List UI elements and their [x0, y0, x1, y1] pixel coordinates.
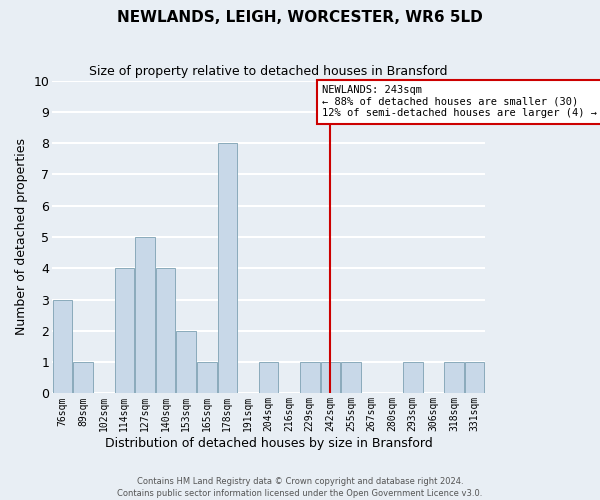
Bar: [341, 362, 361, 394]
Y-axis label: Number of detached properties: Number of detached properties: [15, 138, 28, 336]
Bar: [218, 143, 237, 394]
Bar: [73, 362, 93, 394]
Bar: [320, 362, 340, 394]
Bar: [176, 331, 196, 394]
Bar: [259, 362, 278, 394]
Text: Contains HM Land Registry data © Crown copyright and database right 2024.
Contai: Contains HM Land Registry data © Crown c…: [118, 476, 482, 498]
Bar: [300, 362, 320, 394]
Bar: [156, 268, 175, 394]
Bar: [53, 300, 72, 394]
X-axis label: Distribution of detached houses by size in Bransford: Distribution of detached houses by size …: [104, 437, 433, 450]
Title: Size of property relative to detached houses in Bransford: Size of property relative to detached ho…: [89, 65, 448, 78]
Text: NEWLANDS, LEIGH, WORCESTER, WR6 5LD: NEWLANDS, LEIGH, WORCESTER, WR6 5LD: [117, 10, 483, 25]
Bar: [115, 268, 134, 394]
Bar: [465, 362, 484, 394]
Bar: [403, 362, 422, 394]
Text: NEWLANDS: 243sqm
← 88% of detached houses are smaller (30)
12% of semi-detached : NEWLANDS: 243sqm ← 88% of detached house…: [322, 85, 597, 118]
Bar: [135, 237, 155, 394]
Bar: [444, 362, 464, 394]
Bar: [197, 362, 217, 394]
